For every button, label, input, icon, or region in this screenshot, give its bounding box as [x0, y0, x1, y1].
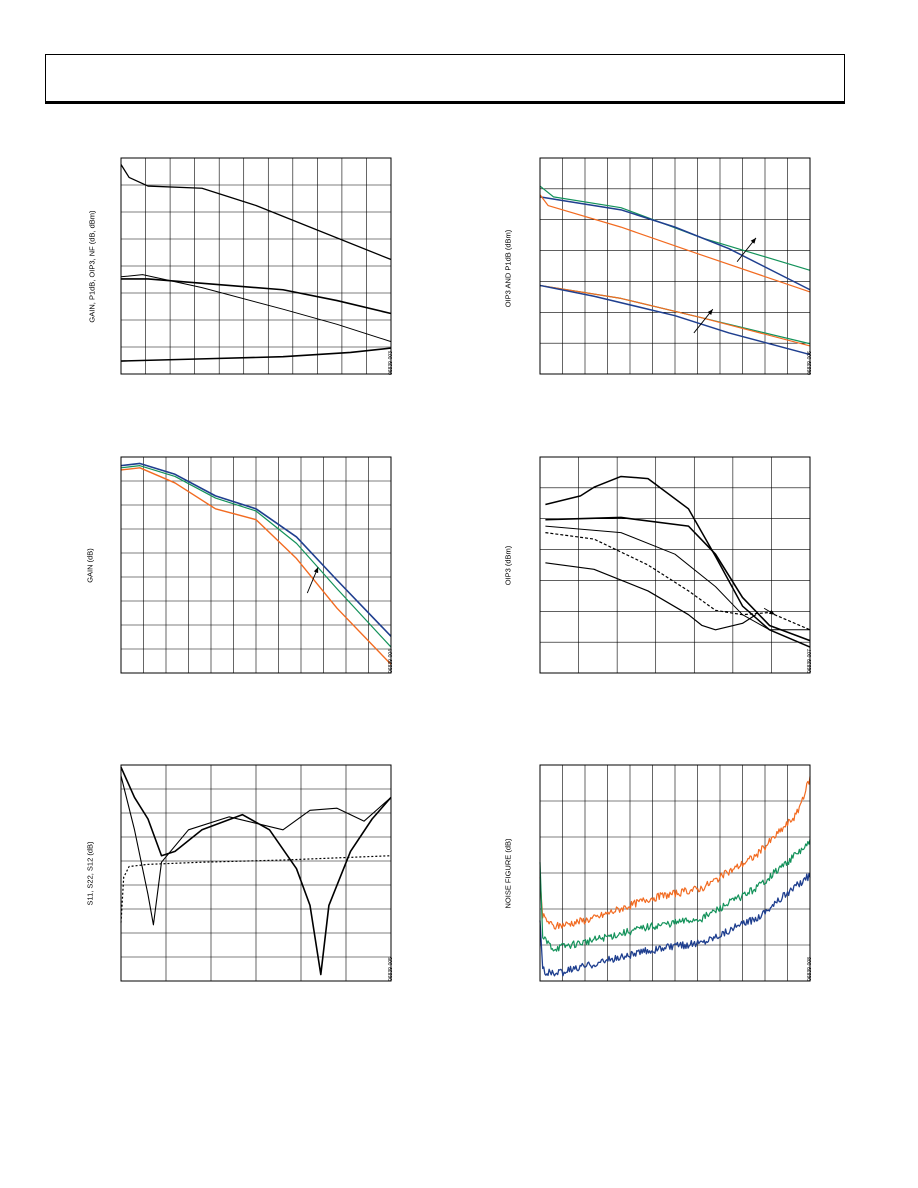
series-line: [539, 194, 811, 293]
chart-frame: [120, 456, 392, 674]
figure-id: 06839-004: [388, 649, 394, 673]
series-line: [120, 462, 392, 637]
chart-frame: [539, 456, 811, 674]
series-line: [120, 274, 392, 343]
chart-noise-figure: [539, 764, 811, 982]
series-line: [539, 776, 811, 930]
y-axis-label: GAIN, P1dB, OIP3, NF (dB, dBm): [87, 210, 97, 323]
y-axis-label: GAIN (dB): [85, 548, 95, 583]
chart-gain-p1db-oip3-nf: [120, 157, 392, 375]
figure-id: 06839-005: [388, 957, 394, 981]
series-line: [120, 164, 392, 261]
series-line: [539, 839, 811, 952]
y-axis-label: NOISE FIGURE (dB): [503, 838, 513, 909]
figure-id: 06839-006: [807, 351, 813, 375]
chart-frame: [120, 157, 392, 375]
series-line: [539, 185, 811, 271]
chart-gain: [120, 456, 392, 674]
figure-id: 06839-003: [388, 351, 394, 375]
chart-plot-area: [539, 157, 811, 375]
series-line: [545, 562, 757, 631]
series-line: [539, 284, 811, 356]
series-line: [120, 766, 392, 976]
series-line: [545, 525, 810, 631]
chart-plot-area: [539, 764, 811, 982]
series-line: [539, 873, 811, 977]
annotation-arrow-head: [707, 309, 713, 315]
series-line: [120, 347, 392, 362]
chart-s-parameters: [120, 764, 392, 982]
chart-plot-area: [539, 456, 811, 674]
series-line: [120, 467, 392, 665]
y-axis-label: OIP3 (dBm): [503, 545, 513, 586]
page-header-box: [45, 54, 845, 102]
series-line: [545, 475, 811, 648]
annotation-arrow-head: [768, 609, 775, 615]
chart-oip3: [539, 456, 811, 674]
series-line: [545, 532, 811, 631]
annotation-arrow-head: [750, 237, 756, 244]
figure-id: 06839-007: [807, 649, 813, 673]
series-line: [120, 465, 392, 648]
chart-frame: [539, 157, 811, 375]
y-axis-label: OIP3 AND P1dB (dBm): [503, 229, 513, 308]
annotation-arrow-head: [313, 567, 319, 574]
series-line: [545, 516, 811, 642]
chart-plot-area: [120, 456, 392, 674]
chart-frame: [120, 764, 392, 982]
series-line: [120, 855, 392, 923]
series-line: [120, 775, 392, 926]
series-line: [539, 284, 811, 347]
figure-id: 06839-008: [807, 957, 813, 981]
y-axis-label: S11, S22, S12 (dB): [85, 841, 95, 906]
chart-oip3-p1db: [539, 157, 811, 375]
chart-plot-area: [120, 764, 392, 982]
chart-frame: [539, 764, 811, 982]
series-line: [121, 278, 392, 315]
page-header-rule: [45, 101, 845, 104]
chart-plot-area: [120, 157, 392, 375]
